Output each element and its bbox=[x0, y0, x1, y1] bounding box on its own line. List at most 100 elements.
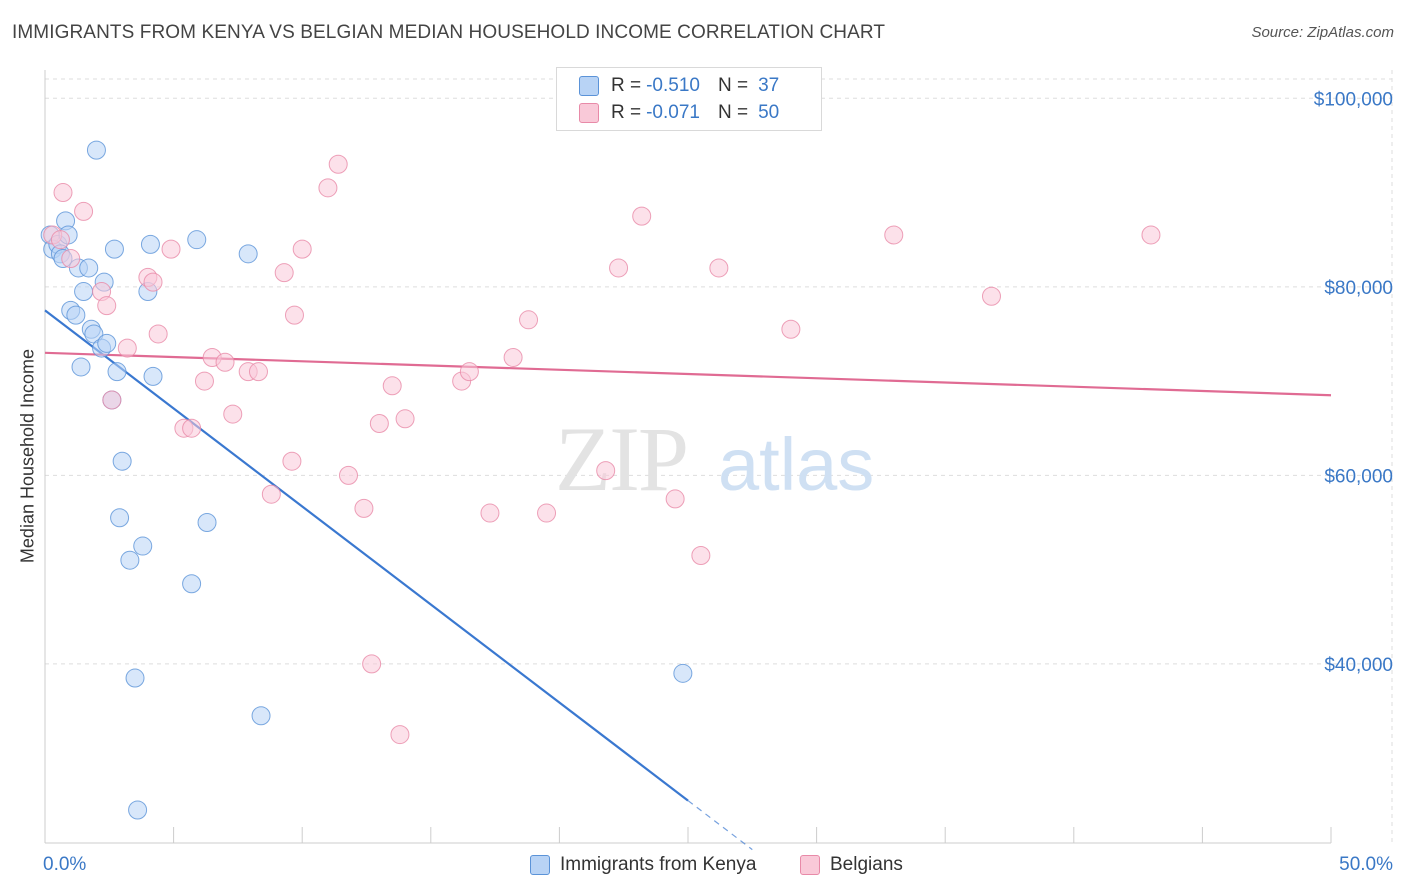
belgian-point bbox=[74, 201, 94, 221]
legend-n-value: 50 bbox=[758, 102, 780, 123]
kenya-point bbox=[107, 362, 127, 382]
belgian-point bbox=[395, 409, 415, 429]
belgian-point bbox=[338, 465, 358, 485]
kenya-point bbox=[86, 140, 106, 160]
belgian-point bbox=[318, 178, 338, 198]
watermark-atlas: atlas bbox=[718, 423, 874, 506]
legend-r-label: R = bbox=[611, 75, 642, 96]
belgian-point bbox=[1141, 225, 1161, 245]
legend-swatch-belgians bbox=[579, 103, 599, 123]
belgian-point bbox=[97, 296, 117, 316]
belgian-point bbox=[182, 418, 202, 438]
points-layer bbox=[40, 140, 1161, 820]
bottom-legend-label-kenya: Immigrants from Kenya bbox=[560, 854, 757, 875]
belgian-point bbox=[143, 272, 163, 292]
belgian-point bbox=[459, 362, 479, 382]
belgian-point bbox=[884, 225, 904, 245]
kenya-point bbox=[97, 333, 117, 353]
bottom-legend-swatch-kenya bbox=[530, 855, 550, 875]
belgian-point bbox=[328, 154, 348, 174]
kenya-point bbox=[74, 282, 94, 302]
belgian-point bbox=[117, 338, 137, 358]
watermark-zip: ZIP bbox=[555, 408, 687, 510]
belgian-point bbox=[709, 258, 729, 278]
legend-r-value: -0.071 bbox=[646, 102, 700, 123]
belgian-point bbox=[390, 725, 410, 745]
kenya-point bbox=[79, 258, 99, 278]
bottom-legend-kenya: Immigrants from Kenya bbox=[530, 852, 756, 878]
legend-row-belgians: R = -0.071 N = 50 bbox=[579, 100, 779, 126]
legend-swatch-kenya bbox=[579, 76, 599, 96]
kenya-point bbox=[128, 800, 148, 820]
grid-layer bbox=[45, 70, 1393, 843]
legend-n-label: N = bbox=[717, 102, 749, 123]
belgian-point bbox=[354, 498, 374, 518]
kenya-point bbox=[125, 668, 145, 688]
belgian-point bbox=[537, 503, 557, 523]
axis-layer bbox=[44, 70, 1332, 844]
kenya-point bbox=[104, 239, 124, 259]
belgian-point bbox=[503, 348, 523, 368]
bottom-legend-swatch-belgians bbox=[800, 855, 820, 875]
belgian-point bbox=[632, 206, 652, 226]
belgian-point bbox=[665, 489, 685, 509]
belgian-point bbox=[102, 390, 122, 410]
kenya-point bbox=[140, 234, 160, 254]
bottom-legend-belgians: Belgians bbox=[800, 852, 903, 878]
kenya-point bbox=[112, 451, 132, 471]
belgian-point bbox=[781, 319, 801, 339]
kenya-point bbox=[182, 574, 202, 594]
source-credit: Source: ZipAtlas.com bbox=[1251, 24, 1394, 41]
belgian-point bbox=[284, 305, 304, 325]
trend-layer bbox=[44, 309, 1332, 851]
x-tick-label: 50.0% bbox=[1339, 854, 1393, 875]
y-tick-label: $100,000 bbox=[1314, 89, 1393, 110]
kenya-point bbox=[133, 536, 153, 556]
kenya-point bbox=[197, 512, 217, 532]
belgian-trend-line bbox=[44, 351, 1332, 397]
belgian-point bbox=[148, 324, 168, 344]
belgian-point bbox=[282, 451, 302, 471]
belgian-point bbox=[215, 352, 235, 372]
belgian-point bbox=[50, 230, 70, 250]
y-tick-label: $40,000 bbox=[1324, 655, 1393, 676]
kenya-point bbox=[673, 663, 693, 683]
kenya-point bbox=[66, 305, 86, 325]
belgian-point bbox=[194, 371, 214, 391]
kenya-trend-line bbox=[44, 309, 689, 802]
y-tick-label: $80,000 bbox=[1324, 278, 1393, 299]
tick-label-layer: $40,000 $60,000 $80,000 $100,000 0.0% 50.0% bbox=[43, 89, 1393, 875]
belgian-point bbox=[362, 654, 382, 674]
belgian-point bbox=[981, 286, 1001, 306]
legend-row-kenya: R = -0.510 N = 37 bbox=[579, 73, 779, 99]
kenya-point bbox=[187, 230, 207, 250]
watermark: ZIP atlas bbox=[555, 408, 874, 510]
correlation-legend: R = -0.510 N = 37 R = -0.071 N = 50 bbox=[556, 67, 822, 131]
y-axis-label: Median Household Income bbox=[17, 348, 38, 564]
belgian-point bbox=[161, 239, 181, 259]
belgian-point bbox=[292, 239, 312, 259]
legend-r-value: -0.510 bbox=[646, 75, 700, 96]
kenya-point bbox=[251, 706, 271, 726]
belgian-point bbox=[519, 310, 539, 330]
belgian-point bbox=[248, 362, 268, 382]
belgian-point bbox=[609, 258, 629, 278]
belgian-point bbox=[369, 414, 389, 434]
belgian-point bbox=[61, 249, 81, 269]
belgian-point bbox=[596, 461, 616, 481]
belgian-point bbox=[261, 484, 281, 504]
belgian-point bbox=[382, 376, 402, 396]
belgian-point bbox=[53, 183, 73, 203]
kenya-point bbox=[143, 366, 163, 386]
kenya-point bbox=[238, 244, 258, 264]
belgian-point bbox=[480, 503, 500, 523]
x-tick-label: 0.0% bbox=[43, 854, 86, 875]
belgian-point bbox=[691, 545, 711, 565]
belgian-point bbox=[274, 263, 294, 283]
legend-n-value: 37 bbox=[758, 75, 780, 96]
legend-r-label: R = bbox=[611, 102, 642, 123]
kenya-point bbox=[110, 508, 130, 528]
y-tick-label: $60,000 bbox=[1324, 466, 1393, 487]
chart-title: IMMIGRANTS FROM KENYA VS BELGIAN MEDIAN … bbox=[12, 22, 886, 43]
